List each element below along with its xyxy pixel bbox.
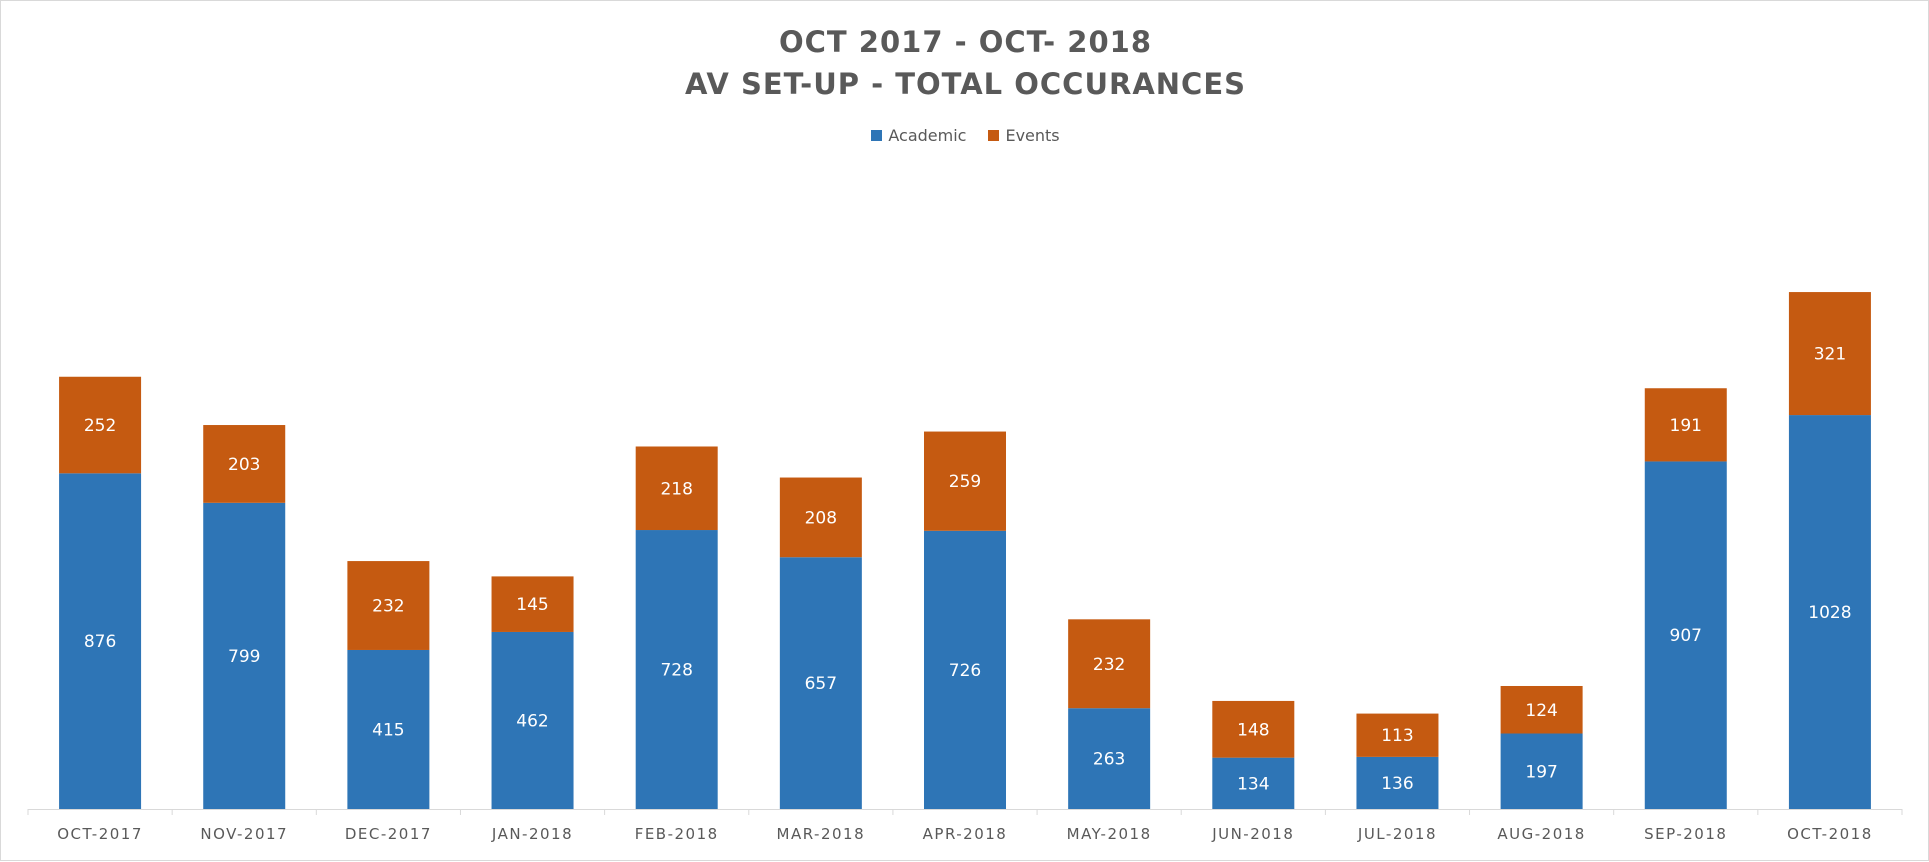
data-label-academic: 136 xyxy=(1381,774,1413,794)
bar-academic xyxy=(347,649,430,809)
data-label-academic: 415 xyxy=(372,720,404,740)
data-label-academic: 728 xyxy=(660,661,692,681)
x-tick-label: NOV-2017 xyxy=(200,825,288,843)
legend-swatch-events xyxy=(988,130,1000,141)
bar-events xyxy=(59,376,142,474)
data-label-academic: 876 xyxy=(84,632,116,652)
bar-events xyxy=(1788,292,1871,416)
x-tick-label: FEB-2018 xyxy=(635,825,719,843)
x-tick-label: OCT-2018 xyxy=(1787,825,1873,843)
data-label-events: 208 xyxy=(805,508,837,528)
x-tick-label: APR-2018 xyxy=(923,825,1008,843)
legend-item-events: Events xyxy=(988,126,1060,145)
bar-events xyxy=(1068,619,1151,709)
data-label-academic: 726 xyxy=(949,661,981,681)
x-tick-label: OCT-2017 xyxy=(57,825,143,843)
data-label-events: 148 xyxy=(1237,720,1269,740)
legend-item-academic: Academic xyxy=(871,126,966,145)
data-label-academic: 1028 xyxy=(1808,603,1851,623)
x-tick-label: JUN-2018 xyxy=(1211,825,1294,843)
legend-swatch-academic xyxy=(871,130,883,141)
x-tick-label: MAR-2018 xyxy=(777,825,866,843)
bar-academic xyxy=(491,631,574,809)
bar-academic xyxy=(635,530,718,809)
x-tick-label: SEP-2018 xyxy=(1644,825,1727,843)
bar-events xyxy=(203,425,286,503)
x-tick-label: MAY-2018 xyxy=(1067,825,1152,843)
chart-title: OCT 2017 - OCT- 2018 xyxy=(778,25,1153,59)
legend-label-events: Events xyxy=(1005,126,1060,145)
bar-academic xyxy=(59,473,142,809)
bar-events xyxy=(924,431,1006,531)
chart-subtitle: AV SET-UP - TOTAL OCCURANCES xyxy=(684,67,1247,101)
data-label-academic: 657 xyxy=(805,674,837,694)
data-label-events: 113 xyxy=(1381,726,1413,746)
bar-academic xyxy=(1644,461,1727,809)
bar-academic xyxy=(1068,708,1151,809)
bar-events xyxy=(491,576,574,632)
x-tick-label: DEC-2017 xyxy=(345,825,432,843)
data-label-events: 145 xyxy=(516,595,548,615)
data-label-academic: 197 xyxy=(1525,762,1557,782)
x-tick-label: JUL-2018 xyxy=(1357,825,1437,843)
x-tick-label: AUG-2018 xyxy=(1497,825,1585,843)
data-label-events: 259 xyxy=(949,472,981,492)
data-label-events: 232 xyxy=(372,597,404,617)
bar-events xyxy=(779,477,862,558)
bar-events xyxy=(1500,685,1583,734)
bar-academic xyxy=(1356,756,1439,809)
bar-events xyxy=(635,446,718,531)
legend: Academic Events xyxy=(1,126,1929,145)
data-label-events: 218 xyxy=(660,479,692,499)
bar-academic xyxy=(779,557,862,809)
x-tick-label: JAN-2018 xyxy=(491,825,573,843)
bar-academic xyxy=(924,530,1006,809)
legend-label-academic: Academic xyxy=(888,126,967,145)
data-label-events: 321 xyxy=(1814,345,1846,365)
bar-events xyxy=(1356,713,1439,757)
data-label-events: 232 xyxy=(1093,655,1125,675)
bar-academic xyxy=(1500,733,1583,809)
data-label-academic: 907 xyxy=(1670,626,1702,646)
data-label-events: 252 xyxy=(84,416,116,436)
bar-academic xyxy=(1212,757,1295,809)
bar-academic xyxy=(1788,415,1871,809)
data-label-events: 203 xyxy=(228,455,260,475)
data-label-academic: 134 xyxy=(1237,774,1269,794)
bar-events xyxy=(347,561,430,650)
data-label-academic: 799 xyxy=(228,647,260,667)
data-label-events: 191 xyxy=(1670,416,1702,436)
data-label-academic: 462 xyxy=(516,711,548,731)
data-label-events: 124 xyxy=(1525,701,1557,721)
bar-events xyxy=(1212,700,1295,758)
bar-events xyxy=(1644,388,1727,462)
bar-academic xyxy=(203,502,286,809)
data-label-academic: 263 xyxy=(1093,750,1125,770)
